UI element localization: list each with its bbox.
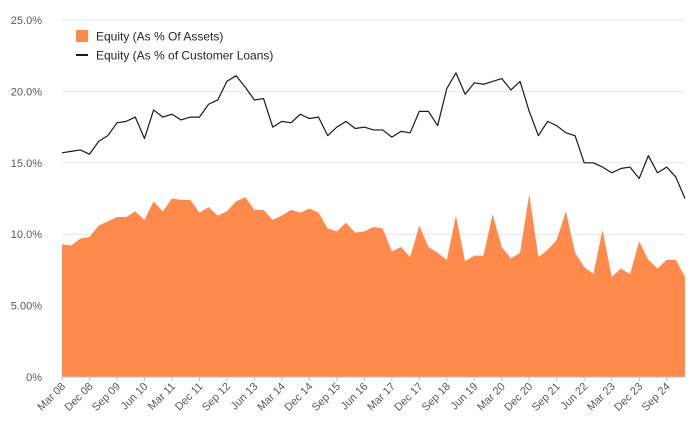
x-tick-label: Mar 14 — [255, 381, 288, 414]
y-tick-label: 0% — [26, 372, 42, 384]
x-tick-label: Jun 13 — [229, 381, 261, 413]
y-tick-label: 5.00% — [11, 301, 42, 313]
x-tick-label: Jun 10 — [119, 381, 151, 413]
x-tick-label: Dec 08 — [62, 381, 95, 414]
series-layer — [61, 72, 686, 377]
legend-label-equity-loans: Equity (As % of Customer Loans) — [96, 49, 273, 63]
x-tick-label: Mar 23 — [585, 381, 618, 414]
x-tick-label: Mar 08 — [35, 381, 68, 414]
series-area-equity-assets — [62, 194, 685, 377]
x-tick-label: Sep 12 — [200, 381, 233, 414]
y-tick-label: 10.0% — [11, 229, 42, 241]
x-tick-label: Dec 11 — [173, 381, 206, 414]
x-tick-label: Dec 17 — [392, 381, 425, 414]
x-tick-label: Dec 20 — [502, 381, 535, 414]
x-tick-label: Jun 16 — [339, 381, 371, 413]
x-tick-label: Sep 24 — [640, 381, 673, 414]
x-tick-label: Jun 22 — [559, 381, 591, 413]
y-axis: 0% 5.00% 10.0% 15.0% 20.0% 25.0% — [11, 15, 42, 384]
y-tick-label: 25.0% — [11, 15, 42, 27]
x-tick-label: Jun 19 — [449, 381, 481, 413]
x-tick-label: Dec 14 — [282, 381, 315, 414]
series-line-equity-loans — [61, 72, 686, 199]
legend-swatch-equity-assets — [76, 30, 88, 42]
legend-label-equity-assets: Equity (As % Of Assets) — [96, 30, 223, 44]
legend: Equity (As % Of Assets) Equity (As % of … — [76, 30, 273, 63]
x-tick-label: Dec 23 — [612, 381, 645, 414]
y-tick-label: 20.0% — [11, 86, 42, 98]
x-tick-label: Mar 20 — [475, 381, 508, 414]
y-tick-label: 15.0% — [11, 158, 42, 170]
x-tick-label: Mar 17 — [365, 381, 398, 414]
x-tick-label: Mar 11 — [146, 381, 178, 413]
x-tick-label: Sep 15 — [310, 381, 343, 414]
x-tick-label: Sep 09 — [90, 381, 123, 414]
x-tick-label: Sep 21 — [530, 381, 563, 414]
x-tick-label: Sep 18 — [420, 381, 453, 414]
